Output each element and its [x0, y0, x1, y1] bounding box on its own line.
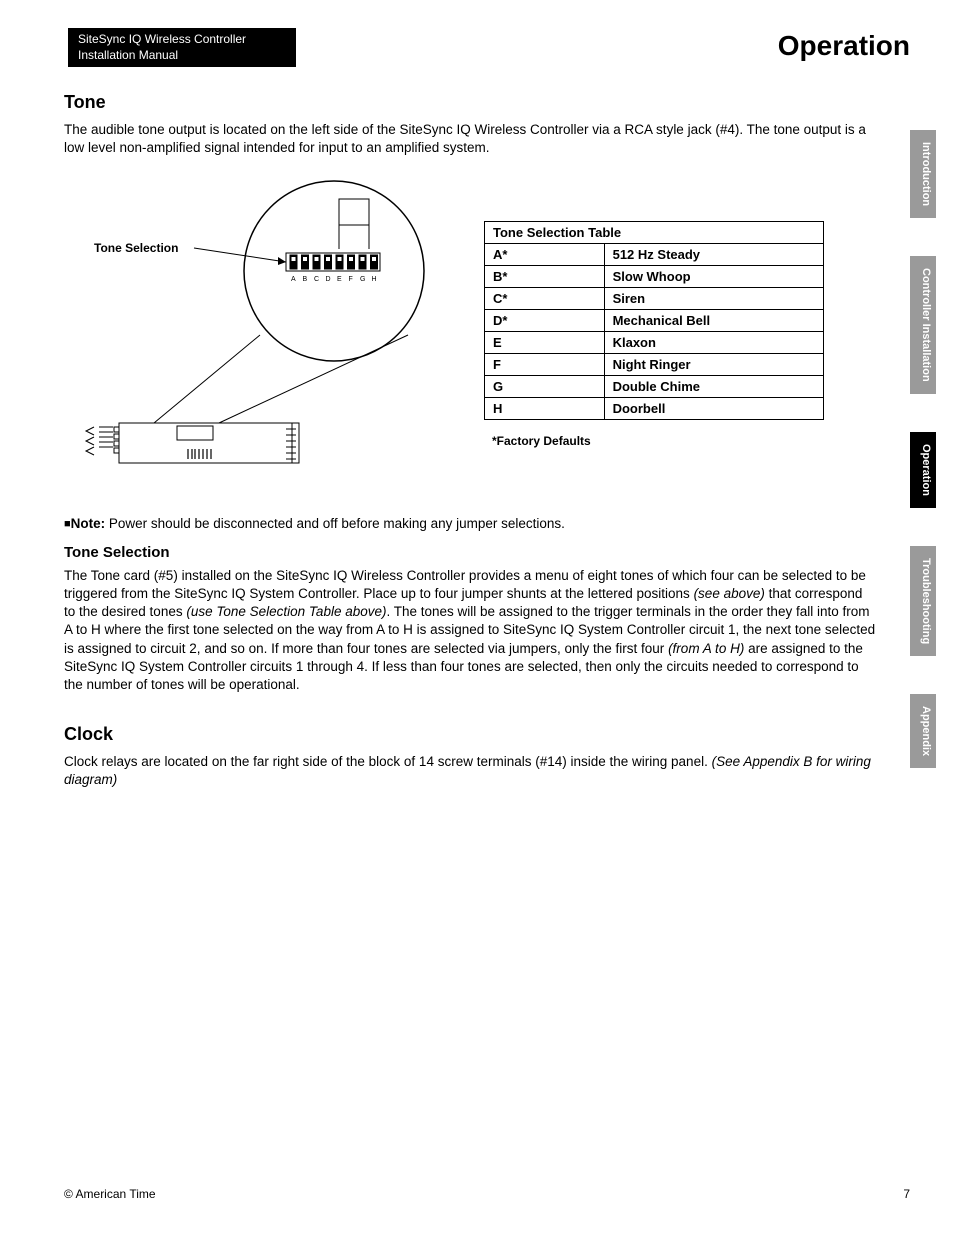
footer-copyright: © American Time — [64, 1187, 156, 1201]
clock-section: Clock Clock relays are located on the fa… — [64, 724, 876, 789]
doc-header-line1: SiteSync IQ Wireless Controller — [78, 32, 286, 48]
note-text: Power should be disconnected and off bef… — [105, 516, 565, 531]
tone-code: E — [485, 332, 605, 354]
tone-selection-paragraph: The Tone card (#5) installed on the Site… — [64, 567, 876, 695]
svg-text:B: B — [303, 276, 308, 283]
tone-name: Night Ringer — [604, 354, 823, 376]
tab-controller-installation[interactable]: Controller Installation — [910, 256, 936, 394]
tone-name: 512 Hz Steady — [604, 244, 823, 266]
tone-code: B* — [485, 266, 605, 288]
tone-code: G — [485, 376, 605, 398]
tone-diagram-svg: ABCDEFGH — [64, 171, 444, 471]
svg-text:H: H — [372, 276, 377, 283]
tone-code: F — [485, 354, 605, 376]
factory-defaults-note: *Factory Defaults — [492, 434, 824, 448]
tone-table-title: Tone Selection Table — [485, 222, 824, 244]
tone-name: Slow Whoop — [604, 266, 823, 288]
note-bullet-icon: ■ — [64, 518, 71, 530]
clock-heading: Clock — [64, 724, 876, 745]
tone-name: Doorbell — [604, 398, 823, 420]
clock-p1a: Clock relays are located on the far righ… — [64, 754, 712, 769]
tab-troubleshooting[interactable]: Troubleshooting — [910, 546, 936, 656]
svg-text:C: C — [314, 276, 319, 283]
tone-table-wrap: Tone Selection Table A*512 Hz SteadyB*Sl… — [484, 221, 824, 448]
doc-header: SiteSync IQ Wireless Controller Installa… — [68, 28, 296, 67]
svg-text:E: E — [337, 276, 342, 283]
tone-name: Klaxon — [604, 332, 823, 354]
svg-text:G: G — [360, 276, 365, 283]
tone-heading: Tone — [64, 92, 876, 113]
ts-p1f: (from A to H) — [668, 641, 744, 656]
tone-selection-label: Tone Selection — [94, 241, 178, 255]
svg-text:A: A — [291, 276, 296, 283]
clock-paragraph: Clock relays are located on the far righ… — [64, 753, 876, 789]
tab-operation[interactable]: Operation — [910, 432, 936, 508]
tone-name: Double Chime — [604, 376, 823, 398]
tone-selection-heading: Tone Selection — [64, 544, 876, 561]
ts-p1d: (use Tone Selection Table above) — [186, 604, 386, 619]
footer-page-number: 7 — [903, 1187, 910, 1201]
tone-name: Mechanical Bell — [604, 310, 823, 332]
tone-name: Siren — [604, 288, 823, 310]
tone-diagram: Tone Selection ABCDEFGH — [64, 171, 444, 471]
page-footer: © American Time 7 — [64, 1187, 910, 1201]
diagram-row: Tone Selection ABCDEFGH — [64, 171, 876, 471]
tone-code: A* — [485, 244, 605, 266]
tone-selection-table: Tone Selection Table A*512 Hz SteadyB*Sl… — [484, 221, 824, 420]
doc-header-line2: Installation Manual — [78, 48, 286, 64]
ts-p1b: (see above) — [694, 586, 765, 601]
main-content: Tone The audible tone output is located … — [64, 92, 876, 790]
tab-introduction[interactable]: Introduction — [910, 130, 936, 218]
svg-text:D: D — [326, 276, 331, 283]
tab-appendix[interactable]: Appendix — [910, 694, 936, 768]
note-label: Note: — [71, 516, 106, 531]
tone-code: D* — [485, 310, 605, 332]
side-tabs: Introduction Controller Installation Ope… — [910, 130, 936, 768]
page-title: Operation — [778, 30, 910, 62]
tone-intro: The audible tone output is located on th… — [64, 121, 876, 157]
tone-code: H — [485, 398, 605, 420]
svg-text:F: F — [349, 276, 353, 283]
tone-code: C* — [485, 288, 605, 310]
power-note: ■Note: Power should be disconnected and … — [64, 515, 876, 533]
